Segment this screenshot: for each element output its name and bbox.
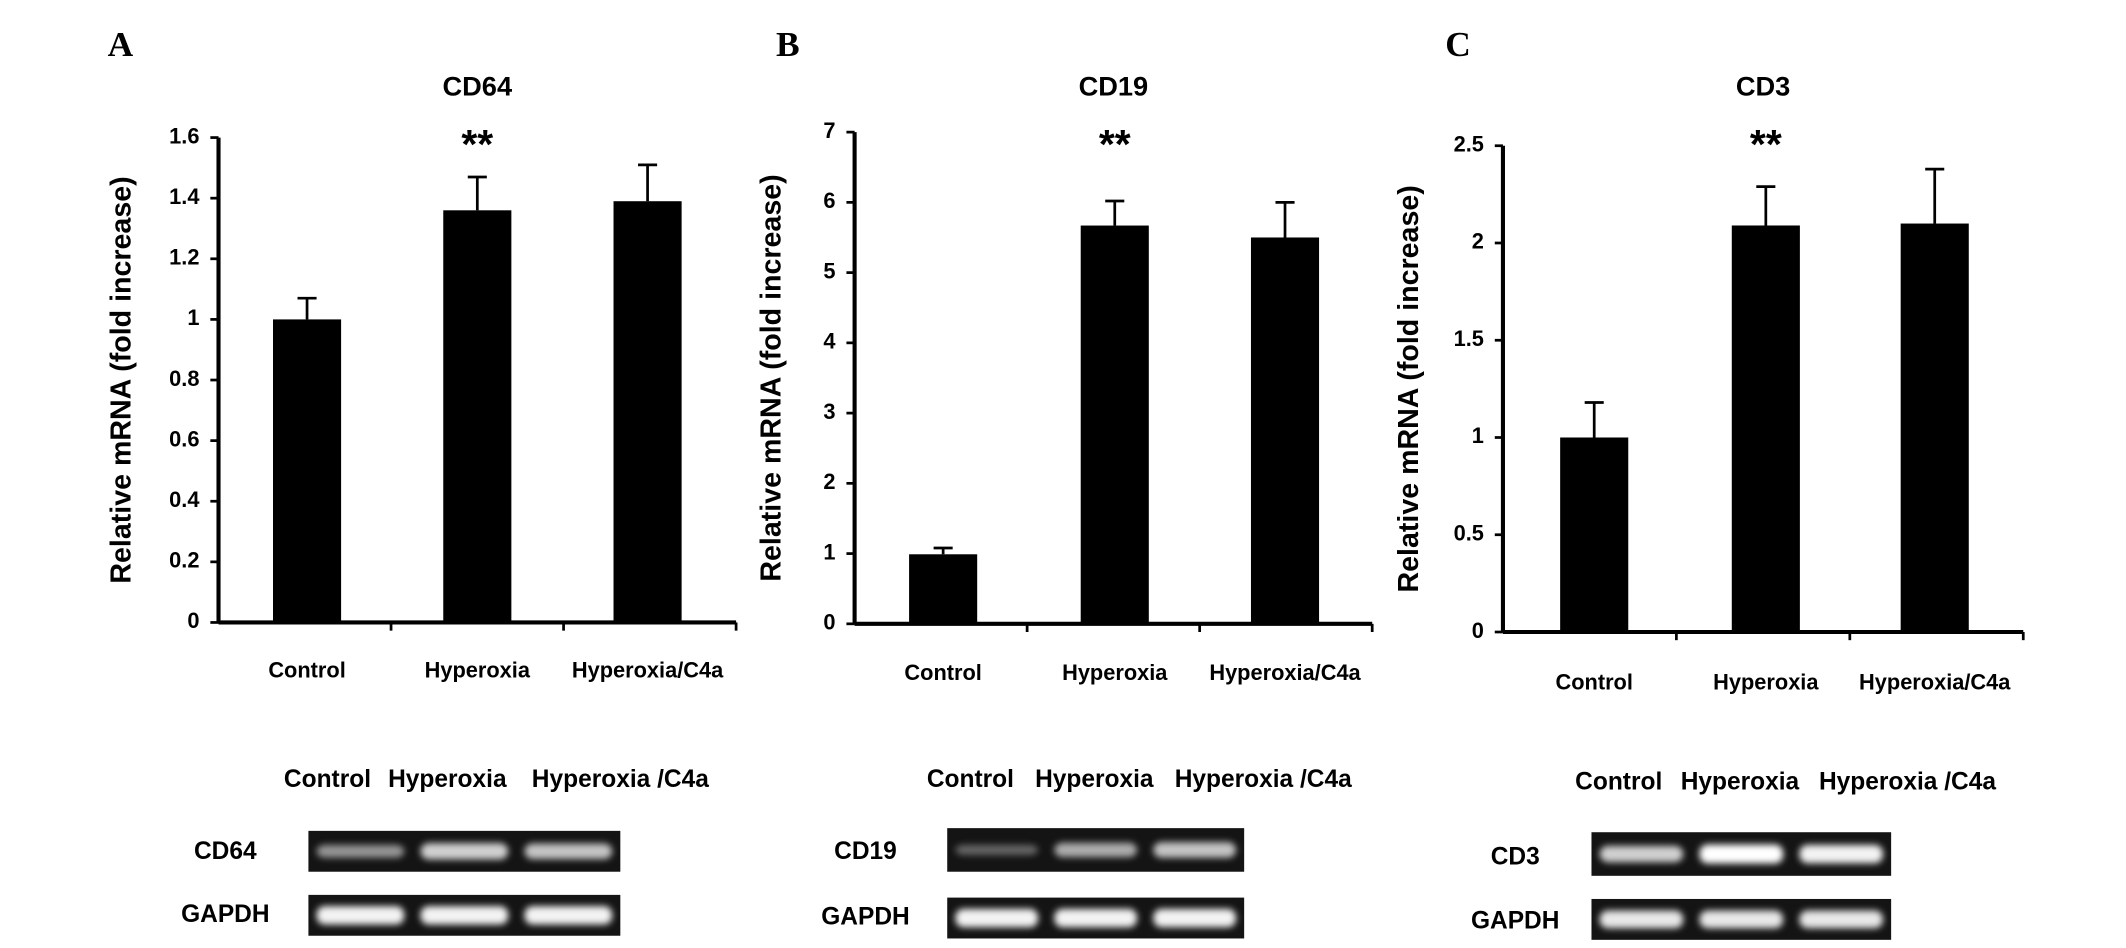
gel-lane-label: Control [927, 766, 1014, 793]
gel-band [1054, 908, 1138, 928]
y-tick-label: 0.6 [169, 426, 199, 451]
y-tick-label: 1 [187, 305, 199, 330]
y-tick-label: 0.2 [169, 548, 199, 573]
gel-band [1054, 842, 1138, 858]
bar [1250, 237, 1320, 624]
y-axis-label: Relative mRNA (fold increase) [1393, 185, 1425, 592]
gel-row-label: GAPDH [821, 904, 909, 931]
y-tick-label: 1 [823, 539, 835, 564]
bar [443, 210, 512, 623]
gel-band [524, 843, 613, 860]
y-tick-label: 7 [823, 118, 835, 143]
bar [613, 201, 682, 623]
gel-row-label: GAPDH [181, 901, 269, 928]
bar [1731, 225, 1800, 632]
gel-band [955, 908, 1039, 928]
y-tick-label: 0 [1472, 618, 1484, 643]
x-tick-label: Hyperoxia [1062, 660, 1168, 685]
significance: ** [1099, 121, 1131, 167]
y-tick-label: 4 [823, 329, 835, 354]
y-tick-label: 2.5 [1454, 131, 1484, 156]
panel-letter: B [776, 24, 800, 64]
bar [909, 554, 978, 624]
gel-row-label: GAPDH [1471, 908, 1559, 935]
bar [273, 319, 342, 623]
y-axis-label: Relative mRNA (fold increase) [106, 176, 138, 583]
panel-letter: A [108, 24, 134, 64]
x-tick-label: Hyperoxia/C4a [1859, 670, 2011, 695]
bar [1900, 223, 1969, 632]
gel-lane-label: Hyperoxia /C4a [532, 766, 709, 793]
gel-lane-label: Control [284, 766, 371, 793]
y-tick-label: 5 [823, 258, 835, 283]
gel-lane-label: Hyperoxia /C4a [1819, 769, 1996, 796]
gel-band [955, 844, 1039, 856]
gel-band [524, 906, 613, 925]
bar [1560, 437, 1629, 632]
gel-lane-label: Hyperoxia [1035, 766, 1154, 793]
y-tick-label: 2 [823, 469, 835, 494]
y-tick-label: 0 [187, 608, 199, 633]
gel-lane-label: Hyperoxia /C4a [1175, 766, 1352, 793]
bar [1080, 225, 1149, 624]
gel-band [1153, 908, 1236, 928]
significance: ** [1750, 121, 1782, 167]
x-tick-label: Hyperoxia [425, 657, 531, 682]
x-tick-label: Hyperoxia [1713, 670, 1819, 695]
gel-band [1599, 845, 1684, 863]
y-tick-label: 2 [1472, 229, 1484, 254]
x-tick-label: Control [268, 657, 345, 682]
gel-band [316, 906, 405, 925]
y-tick-label: 0.5 [1454, 520, 1484, 545]
chart-title: CD19 [1079, 71, 1149, 102]
chart-title: CD3 [1736, 71, 1790, 102]
y-tick-label: 0.8 [169, 366, 199, 391]
x-tick-label: Control [904, 660, 981, 685]
gel-band [1599, 910, 1684, 929]
y-axis-label: Relative mRNA (fold increase) [755, 174, 787, 581]
y-tick-label: 1.6 [169, 123, 199, 148]
y-tick-label: 1.5 [1454, 326, 1484, 351]
gel-band [1799, 844, 1883, 864]
gel-row-label: CD19 [834, 838, 897, 865]
gel-band [316, 844, 405, 858]
gel-band [1799, 910, 1883, 929]
panel-letter: C [1445, 24, 1471, 64]
gel-lane-label: Hyperoxia [1681, 769, 1800, 796]
y-tick-label: 6 [823, 188, 835, 213]
gel-band [420, 843, 509, 860]
gel-band [1153, 842, 1236, 858]
x-tick-label: Control [1555, 670, 1632, 695]
y-tick-label: 0.4 [169, 487, 199, 512]
gel-row-label: CD64 [194, 838, 257, 865]
gel-row-label: CD3 [1491, 844, 1540, 871]
gel-lane-label: Control [1575, 769, 1662, 796]
x-tick-label: Hyperoxia/C4a [572, 657, 724, 682]
significance: ** [461, 121, 493, 167]
x-tick-label: Hyperoxia/C4a [1209, 660, 1361, 685]
gel-band [420, 906, 509, 925]
gel-band [1699, 844, 1784, 864]
y-tick-label: 0 [823, 610, 835, 635]
chart-title: CD64 [442, 71, 512, 102]
y-tick-label: 1.2 [169, 245, 199, 270]
gel-band [1699, 910, 1784, 929]
gel-lane-label: Hyperoxia [388, 766, 507, 793]
y-tick-label: 3 [823, 399, 835, 424]
y-tick-label: 1.4 [169, 184, 199, 209]
y-tick-label: 1 [1472, 423, 1484, 448]
